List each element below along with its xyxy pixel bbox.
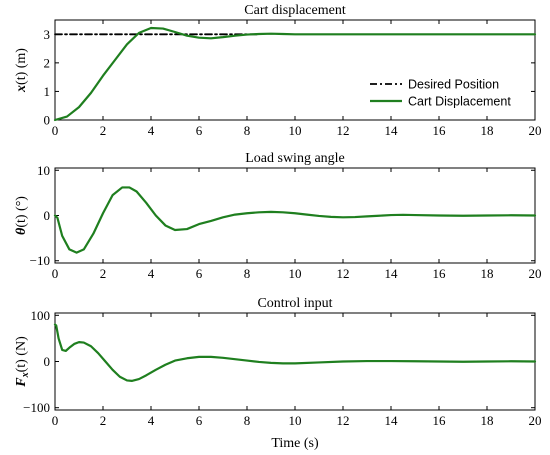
x-tick-label: 16 (433, 123, 447, 138)
y-tick-label: 3 (44, 27, 51, 42)
x-tick-label: 18 (481, 123, 494, 138)
x-tick-label: 8 (244, 413, 251, 428)
x-tick-label: 14 (385, 413, 399, 428)
chart-title: Cart displacement (244, 3, 346, 18)
series-line-1 (53, 186, 537, 254)
x-tick-label: 4 (148, 123, 155, 138)
x-tick-label: 0 (52, 123, 59, 138)
x-tick-label: 8 (244, 123, 251, 138)
legend-label: Desired Position (408, 78, 499, 92)
x-tick-label: 2 (100, 123, 107, 138)
x-tick-label: 14 (385, 123, 399, 138)
y-tick-label: 100 (31, 308, 51, 323)
x-tick-label: 20 (529, 123, 542, 138)
y-tick-label: 0 (44, 113, 51, 128)
x-tick-label: 14 (385, 266, 399, 281)
y-tick-label: 1 (44, 84, 51, 99)
x-tick-label: 6 (196, 266, 203, 281)
x-tick-label: 0 (52, 266, 59, 281)
y-axis-label: x(t) (m) (14, 48, 29, 93)
x-tick-label: 4 (148, 413, 155, 428)
legend-label: Cart Displacement (408, 95, 511, 109)
x-tick-label: 10 (289, 266, 302, 281)
y-tick-label: −100 (23, 400, 50, 415)
y-tick-label: 0 (44, 208, 51, 223)
x-tick-label: 16 (433, 266, 447, 281)
x-tick-label: 18 (481, 413, 494, 428)
y-tick-label: −10 (30, 253, 50, 268)
y-tick-label: 10 (37, 163, 50, 178)
x-tick-label: 10 (289, 413, 302, 428)
x-tick-label: 10 (289, 123, 302, 138)
y-tick-label: 0 (44, 354, 51, 369)
x-tick-label: 12 (337, 123, 350, 138)
x-tick-label: 4 (148, 266, 155, 281)
chart-title: Control input (257, 296, 332, 311)
x-tick-label: 6 (196, 413, 203, 428)
legend: Desired Position Cart Displacement (370, 78, 511, 109)
x-tick-label: 12 (337, 266, 350, 281)
x-tick-label: 18 (481, 266, 494, 281)
chart-title: Load swing angle (245, 151, 345, 166)
y-axis-label: θ(t) (°) (14, 196, 29, 235)
x-tick-label: 0 (52, 413, 59, 428)
x-tick-label: 20 (529, 413, 542, 428)
x-axis-label: Time (s) (271, 436, 319, 451)
x-tick-label: 8 (244, 266, 251, 281)
x-tick-label: 2 (100, 413, 107, 428)
series-line-1 (53, 323, 537, 382)
y-axis-label: Fx(t) (N) (14, 336, 31, 388)
x-tick-label: 16 (433, 413, 447, 428)
x-tick-label: 2 (100, 266, 107, 281)
x-tick-label: 6 (196, 123, 203, 138)
y-tick-label: 2 (44, 55, 51, 70)
x-tick-label: 12 (337, 413, 350, 428)
series-line-2 (53, 26, 537, 122)
x-tick-label: 20 (529, 266, 542, 281)
